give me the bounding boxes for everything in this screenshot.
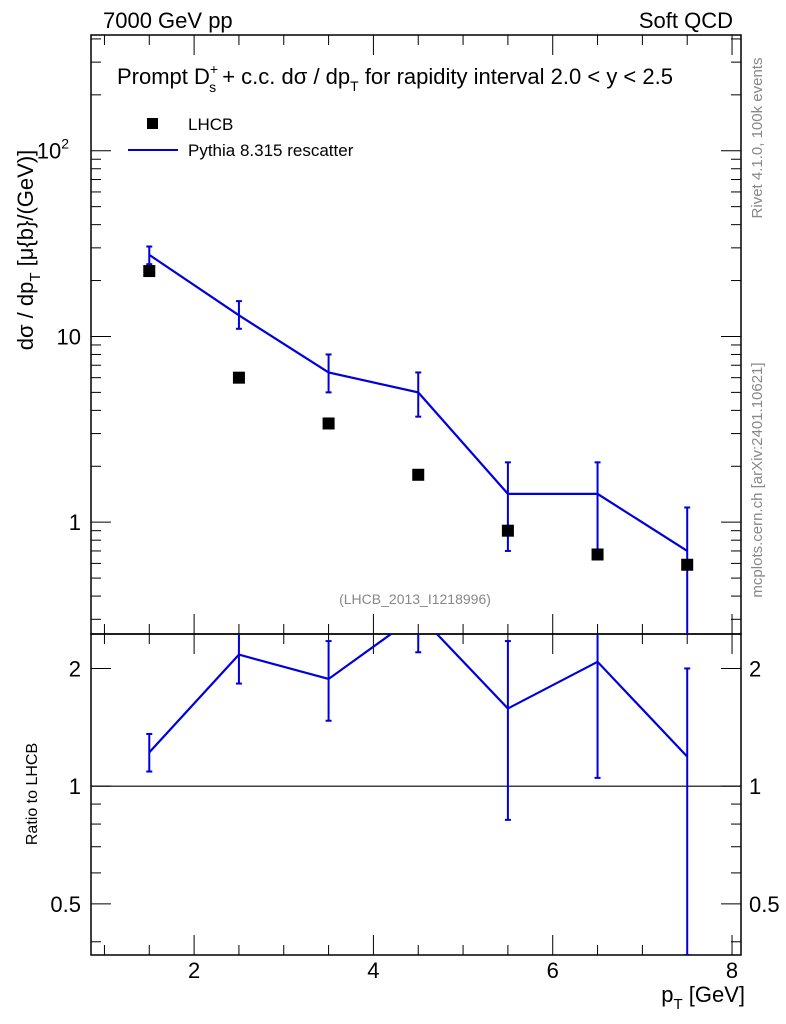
title-prefix: Prompt D [117, 64, 210, 89]
legend-marker-lhcb [147, 118, 158, 129]
main-y-axis-label: dσ / dpT [μ{b}/(GeV)] [13, 150, 44, 351]
lhcb-point [232, 371, 245, 384]
main-y-tick-label-base: 1 [69, 510, 81, 535]
title-sup: + [210, 61, 218, 77]
lhcb-point [143, 265, 156, 278]
y-label-sub: T [27, 272, 44, 281]
x-tick-label: 8 [726, 958, 738, 983]
x-label-rest: [GeV] [683, 982, 745, 1007]
ratio-y-axis-label: Ratio to LHCB [24, 743, 41, 845]
lhcb-point [591, 548, 604, 561]
x-axis-label: pT [GeV] [661, 982, 745, 1013]
x-label-sub: T [673, 996, 682, 1013]
ratio-y-tick-label-right: 0.5 [749, 892, 780, 917]
lhcb-point [322, 417, 335, 430]
title-suffix: for rapidity interval 2.0 < y < 2.5 [359, 64, 673, 89]
ratio-y-tick-label-left: 0.5 [50, 892, 81, 917]
ratio-plot-area [146, 634, 691, 955]
x-tick-label: 2 [188, 958, 200, 983]
mcplots-label: mcplots.cern.ch [arXiv:2401.10621] [749, 362, 766, 597]
y-label-rest: [μ{b}/(GeV)] [13, 150, 38, 273]
ratio-y-tick-label-right: 2 [749, 656, 761, 681]
ratio-ticks: 2 4 6 8 0.5 0.5 1 1 2 2 [50, 634, 780, 983]
ratio-frame [90, 633, 742, 956]
x-tick-label: 4 [367, 958, 379, 983]
plot-title: Prompt D+ s + c.c. dσ / dpT for rapidity … [117, 61, 673, 95]
x-tick-label: 6 [547, 958, 559, 983]
main-y-tick-label-base: 10 [57, 324, 81, 349]
main-y-tick-label: 102 [37, 136, 69, 164]
title-sub2: T [350, 78, 359, 94]
main-y-tick-label-base: 10 [37, 139, 61, 164]
legend-label-pythia: Pythia 8.315 rescatter [188, 141, 354, 160]
main-y-tick-label: 1 [69, 510, 81, 535]
analysis-watermark: (LHCB_2013_I1218996) [339, 591, 491, 607]
main-y-tick-label-sup: 2 [61, 136, 69, 152]
header-right: Soft QCD [639, 8, 733, 33]
ratio-y-tick-label-right: 1 [749, 774, 761, 799]
main-plot-area [143, 245, 694, 634]
lhcb-point [412, 468, 425, 481]
header-left: 7000 GeV pp [103, 8, 233, 33]
main-y-tick-label: 10 [57, 324, 81, 349]
rivet-version-label: Rivet 4.1.0, 100k events [749, 58, 766, 219]
x-label-main: p [661, 982, 673, 1007]
lhcb-point [501, 524, 514, 537]
ratio-y-tick-label-left: 1 [69, 774, 81, 799]
ratio-y-tick-label-left: 2 [69, 656, 81, 681]
y-label-main: dσ / dp [13, 282, 38, 351]
title-sub: s [209, 79, 216, 95]
title-mid: + c.c. dσ / dp [216, 64, 350, 89]
lhcb-point [681, 558, 694, 571]
legend-label-lhcb: LHCB [188, 115, 233, 134]
